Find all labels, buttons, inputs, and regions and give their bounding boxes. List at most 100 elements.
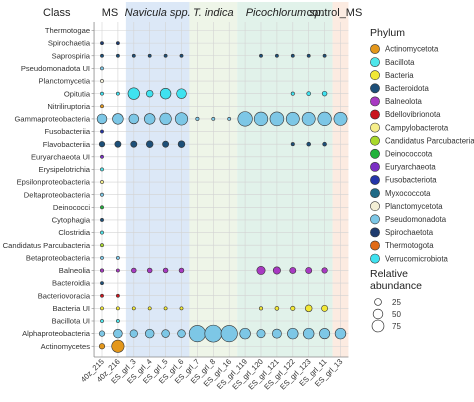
bubble bbox=[162, 267, 169, 274]
bubble bbox=[98, 343, 106, 350]
bubble bbox=[287, 327, 299, 340]
legend-swatch bbox=[370, 253, 380, 264]
row-label: Erysipelotrichia bbox=[39, 165, 91, 174]
bubble bbox=[146, 267, 153, 274]
bubble bbox=[159, 112, 172, 126]
row-label: Spirochaetia bbox=[48, 39, 91, 48]
legend-title: Phylum bbox=[370, 27, 405, 39]
bubble bbox=[274, 53, 279, 58]
bubble bbox=[256, 266, 266, 275]
bubble bbox=[146, 89, 154, 98]
bubble bbox=[100, 41, 104, 46]
bubble bbox=[306, 91, 311, 96]
legend-swatch bbox=[370, 44, 380, 54]
size-legend-title: Relative bbox=[370, 268, 408, 280]
bubble bbox=[100, 180, 104, 184]
legend-label: Candidatus Parcubacteria bbox=[385, 136, 474, 145]
bubble bbox=[290, 305, 296, 311]
bubble bbox=[161, 329, 170, 338]
bubble bbox=[303, 327, 315, 340]
legend-swatch bbox=[370, 214, 380, 225]
row-label: Saprospiria bbox=[52, 51, 91, 60]
legend-swatch bbox=[370, 240, 380, 251]
row-label: Clostridia bbox=[58, 228, 90, 237]
bubble bbox=[100, 53, 104, 58]
legend-label: Bacteria bbox=[385, 71, 414, 80]
bubble bbox=[131, 306, 136, 311]
group-band bbox=[94, 2, 126, 357]
legend-swatch bbox=[370, 135, 380, 146]
bubble bbox=[211, 117, 216, 121]
bubble bbox=[174, 112, 189, 126]
legend-swatch bbox=[370, 201, 380, 212]
size-legend-circle bbox=[371, 319, 385, 333]
bubble bbox=[306, 141, 311, 147]
group-band bbox=[237, 2, 333, 357]
bubble bbox=[116, 53, 120, 58]
row-label: Epsilonproteobacteria bbox=[17, 178, 91, 187]
bubble bbox=[116, 293, 120, 298]
bubble bbox=[114, 140, 122, 148]
legend-label: Campylobacterota bbox=[385, 123, 449, 132]
bubble bbox=[98, 141, 106, 148]
legend-label: Bdellovibrionota bbox=[385, 110, 441, 119]
bubble bbox=[305, 304, 313, 313]
bubble bbox=[100, 154, 104, 159]
row-label: Candidatus Parcubacteria bbox=[3, 241, 91, 250]
bubble bbox=[306, 53, 311, 58]
bubble bbox=[259, 53, 263, 58]
bubble bbox=[128, 113, 140, 125]
bubble bbox=[321, 304, 329, 312]
bubble bbox=[111, 339, 125, 353]
legend-label: Euryarchaeota bbox=[385, 163, 436, 172]
bubble bbox=[253, 111, 269, 127]
legend-swatch bbox=[370, 83, 380, 94]
bubble bbox=[100, 243, 104, 248]
bubble bbox=[98, 330, 106, 337]
legend-label: Planctomycetota bbox=[385, 202, 443, 211]
row-label: Deinococci bbox=[53, 203, 90, 212]
bubble bbox=[116, 268, 120, 273]
bubble bbox=[144, 113, 156, 125]
bubble bbox=[204, 324, 223, 343]
bubble bbox=[334, 327, 347, 340]
bubble bbox=[116, 319, 120, 323]
bubble bbox=[131, 53, 136, 58]
bubble bbox=[147, 306, 152, 311]
group-labels: MS Navicula spp. T. indica Picochlorum sp.c… bbox=[102, 7, 363, 19]
bubble bbox=[146, 140, 154, 148]
legend-label: Fusobacteriota bbox=[385, 176, 437, 185]
bubble bbox=[100, 91, 104, 96]
row-label: Bacteria UI bbox=[52, 304, 90, 313]
bubble bbox=[129, 329, 138, 338]
bubble bbox=[285, 112, 300, 126]
bubble bbox=[145, 328, 155, 339]
bubble bbox=[322, 141, 327, 147]
group-label: control_MS bbox=[307, 7, 363, 19]
legend-label: Deinococcota bbox=[385, 150, 433, 159]
group-bands bbox=[94, 2, 349, 357]
group-label: MS bbox=[102, 7, 119, 19]
row-label: Alphaproteobacteria bbox=[22, 329, 91, 338]
bubble bbox=[100, 319, 104, 323]
bubble bbox=[100, 79, 104, 83]
bubble bbox=[131, 267, 137, 274]
group-label: T. indica bbox=[193, 7, 234, 19]
legend-swatch bbox=[370, 70, 380, 81]
bubble bbox=[127, 87, 140, 100]
legend-label: Pseudomonadota bbox=[385, 215, 447, 224]
row-label: Fusobacteriia bbox=[44, 127, 90, 136]
bubble bbox=[290, 53, 295, 58]
legend-swatch bbox=[370, 188, 380, 198]
bubble bbox=[179, 306, 184, 311]
bubble bbox=[274, 306, 280, 311]
legend-label: Myxococcota bbox=[385, 189, 431, 198]
row-label: Flavobacteriia bbox=[43, 140, 91, 149]
bubble bbox=[317, 111, 332, 127]
row-label: Nitriliruptoria bbox=[47, 102, 90, 111]
bubble bbox=[130, 140, 138, 148]
bubble bbox=[100, 281, 104, 286]
bubble bbox=[163, 306, 168, 311]
legend-label: Actinomycetota bbox=[385, 45, 439, 54]
row-axis-title: Class bbox=[43, 7, 71, 19]
